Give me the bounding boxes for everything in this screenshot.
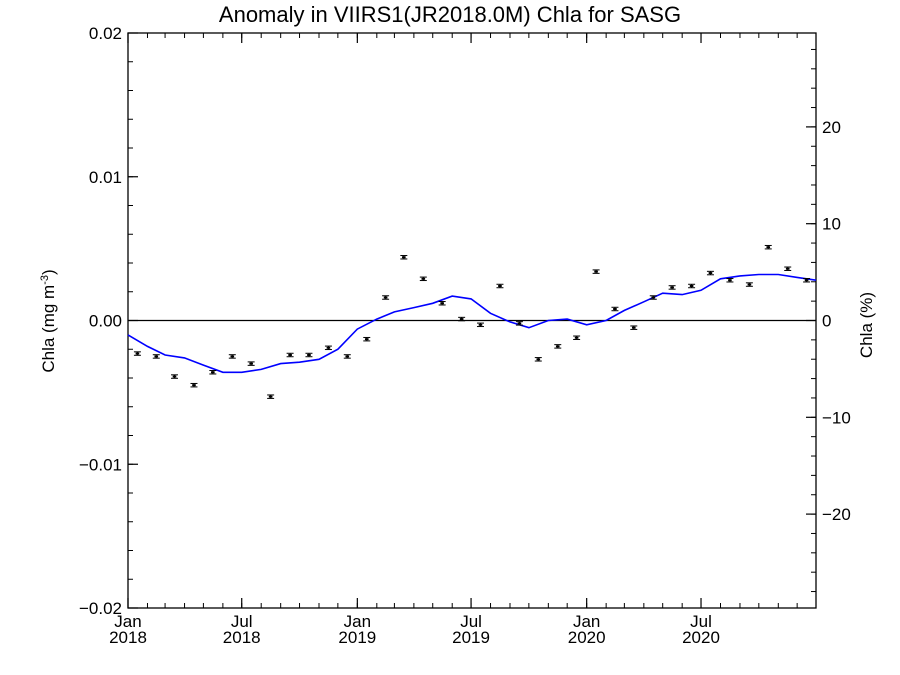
- data-point: [288, 354, 292, 356]
- x-tick-month: Jul: [231, 612, 253, 631]
- data-point: [498, 285, 502, 287]
- data-point: [766, 246, 771, 249]
- y2-tick-label: 10: [822, 215, 841, 234]
- data-point: [459, 318, 464, 321]
- y-axis-label: Chla (mg m-3): [39, 269, 58, 372]
- data-point: [785, 267, 790, 270]
- y2-tick-label: 20: [822, 118, 841, 137]
- plot-area: −0.02−0.010.000.010.02−20−1001020Jan2018…: [79, 24, 851, 647]
- x-tick-year: 2018: [109, 628, 147, 647]
- data-point: [172, 375, 177, 378]
- data-point: [326, 346, 331, 349]
- data-point: [249, 362, 253, 365]
- y-tick-label: −0.02: [79, 599, 122, 618]
- data-point: [135, 352, 140, 355]
- data-point: [574, 336, 579, 339]
- y2-axis-label: Chla (%): [857, 292, 876, 358]
- smoothed-series-line: [127, 273, 817, 374]
- y-tick-label: −0.01: [79, 455, 122, 474]
- y2-tick-label: −10: [822, 408, 851, 427]
- y2-tick-label: 0: [822, 312, 831, 331]
- data-point: [613, 308, 617, 310]
- x-tick-month: Jan: [114, 612, 141, 631]
- data-point: [670, 286, 674, 289]
- x-tick-year: 2020: [682, 628, 720, 647]
- y-tick-label: 0.01: [89, 168, 122, 187]
- y-tick-label: 0.00: [89, 312, 122, 331]
- x-tick-month: Jul: [460, 612, 482, 631]
- data-point: [402, 256, 406, 259]
- data-point: [728, 279, 732, 282]
- data-point: [364, 338, 369, 341]
- x-tick-year: 2019: [338, 628, 376, 647]
- chart-title: Anomaly in VIIRS1(JR2018.0M) Chla for SA…: [219, 2, 681, 27]
- x-tick-month: Jan: [573, 612, 600, 631]
- data-point: [307, 354, 311, 356]
- data-point: [345, 355, 350, 358]
- data-point: [536, 358, 541, 361]
- data-point: [651, 296, 656, 299]
- data-point: [421, 277, 426, 280]
- x-tick-month: Jul: [690, 612, 712, 631]
- data-point: [747, 283, 752, 286]
- data-point: [192, 384, 196, 387]
- data-point: [708, 272, 713, 275]
- data-point: [230, 355, 235, 358]
- data-point: [478, 323, 483, 326]
- data-point: [383, 296, 388, 299]
- x-tick-year: 2019: [452, 628, 490, 647]
- x-tick-month: Jan: [344, 612, 371, 631]
- data-point: [268, 395, 273, 398]
- y-tick-label: 0.02: [89, 24, 122, 43]
- data-point: [517, 322, 522, 325]
- x-tick-year: 2020: [568, 628, 606, 647]
- data-point: [211, 371, 215, 374]
- x-tick-year: 2018: [223, 628, 261, 647]
- data-point: [594, 270, 598, 273]
- data-point: [804, 279, 809, 282]
- y2-tick-label: −20: [822, 505, 851, 524]
- data-point: [631, 326, 636, 329]
- data-point: [689, 285, 694, 287]
- data-point: [555, 345, 560, 348]
- data-point: [154, 355, 159, 358]
- data-point: [440, 302, 444, 305]
